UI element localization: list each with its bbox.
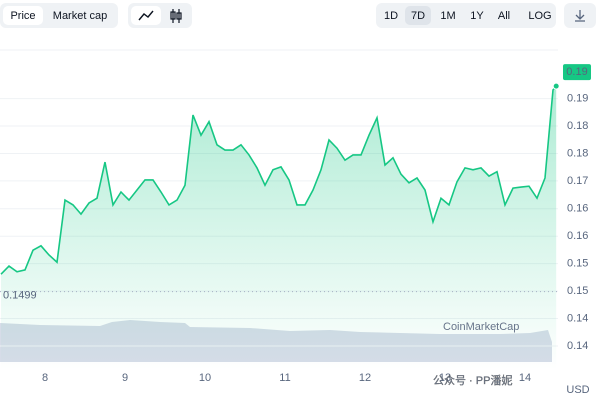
y-tick-label: 0.18 <box>567 147 588 159</box>
y-tick-label: 0.17 <box>567 175 588 187</box>
line-icon <box>138 10 154 21</box>
range-button[interactable]: 7D <box>411 10 425 22</box>
plot <box>0 49 560 370</box>
price-line <box>0 85 557 275</box>
range-button[interactable]: All <box>498 10 510 22</box>
y-tick-label: 0.19 <box>567 93 588 105</box>
range-selected <box>405 6 431 25</box>
y-tick-label: 0.15 <box>567 258 588 270</box>
y-tick-label: 0.15 <box>567 285 588 297</box>
range-button[interactable]: 1Y <box>470 10 484 22</box>
metric-tab-selected <box>3 6 43 25</box>
range-button[interactable]: 1M <box>440 10 455 22</box>
x-tick-label: 11 <box>279 372 290 384</box>
x-tick-label: 9 <box>122 372 128 384</box>
watermark: CoinMarketCap <box>443 321 519 333</box>
y-tick-label: 0.14 <box>567 340 588 352</box>
y-tick-label: 0.16 <box>567 203 588 215</box>
download-icon <box>575 10 585 22</box>
y-tick-label: 0.14 <box>567 312 588 324</box>
currency-label: USD <box>566 384 589 396</box>
overlay-watermark: 公众号 · PP潘妮 <box>433 373 512 387</box>
range-button[interactable]: 1D <box>384 10 398 22</box>
x-tick-label: 14 <box>519 372 531 384</box>
toolbar: Price Market cap 1D 7D 1M 1Y All LOG <box>0 3 596 28</box>
x-tick-label: 13 <box>439 372 451 384</box>
price-area <box>1 86 557 370</box>
metric-tab[interactable]: Market cap <box>53 10 107 22</box>
x-tick-label: 8 <box>42 372 48 384</box>
x-tick-label: 10 <box>199 372 211 384</box>
candle-icon[interactable] <box>170 9 182 23</box>
current-price-label: 0.19 <box>566 66 587 78</box>
metric-tab[interactable]: Price <box>10 10 35 22</box>
current-price-dot <box>552 82 560 90</box>
y-tick-label: 0.16 <box>567 230 588 242</box>
start-price-label: 0.1499 <box>3 289 37 301</box>
current-price-badge <box>563 64 591 81</box>
y-tick-label: 0.18 <box>567 120 588 132</box>
x-tick-label: 12 <box>359 372 371 384</box>
range-button[interactable]: LOG <box>528 10 551 22</box>
